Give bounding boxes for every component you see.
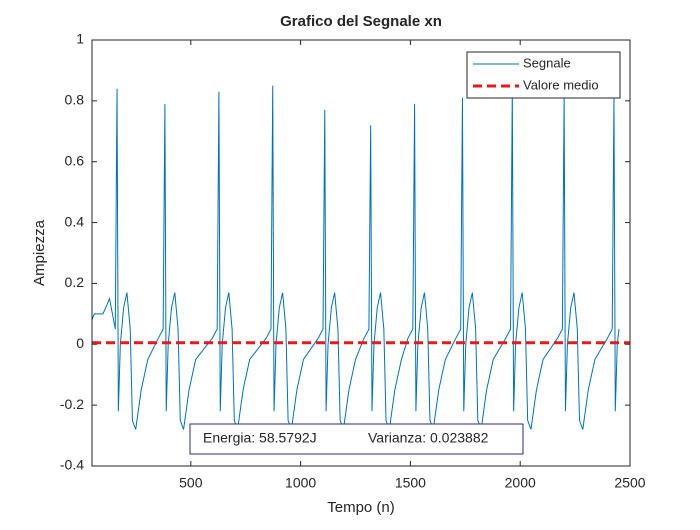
- annotation: Varianza: 0.023882: [368, 430, 489, 446]
- legend-box: [466, 51, 621, 99]
- signal-line: [91, 85, 620, 430]
- legend-label: Segnale: [523, 55, 571, 70]
- y-tick-label: 0.6: [65, 152, 85, 168]
- y-tick-label: 0.4: [65, 213, 85, 229]
- y-tick-label: 0: [76, 335, 84, 351]
- y-tick-label: 0.2: [65, 274, 85, 290]
- chart-title: Grafico del Segnale xn: [280, 13, 442, 30]
- x-tick-label: 1500: [395, 475, 426, 491]
- x-tick-label: 500: [179, 475, 203, 491]
- x-tick-label: 2500: [614, 475, 645, 491]
- y-tick-label: -0.2: [60, 396, 84, 412]
- axes-box: [91, 39, 631, 467]
- x-axis-label: Tempo (n): [327, 499, 395, 516]
- annotation-box: [189, 423, 524, 455]
- plot-area: [92, 40, 630, 466]
- x-tick-label: 1000: [285, 475, 316, 491]
- y-axis-label: Ampiezza: [31, 219, 48, 286]
- annotation: Energia: 58.5792J: [203, 430, 317, 446]
- legend-label: Valore medio: [523, 77, 599, 92]
- y-tick-label: 1: [76, 31, 84, 47]
- x-tick-label: 2000: [505, 475, 536, 491]
- y-tick-label: 0.8: [65, 92, 85, 108]
- y-tick-label: -0.4: [60, 457, 84, 473]
